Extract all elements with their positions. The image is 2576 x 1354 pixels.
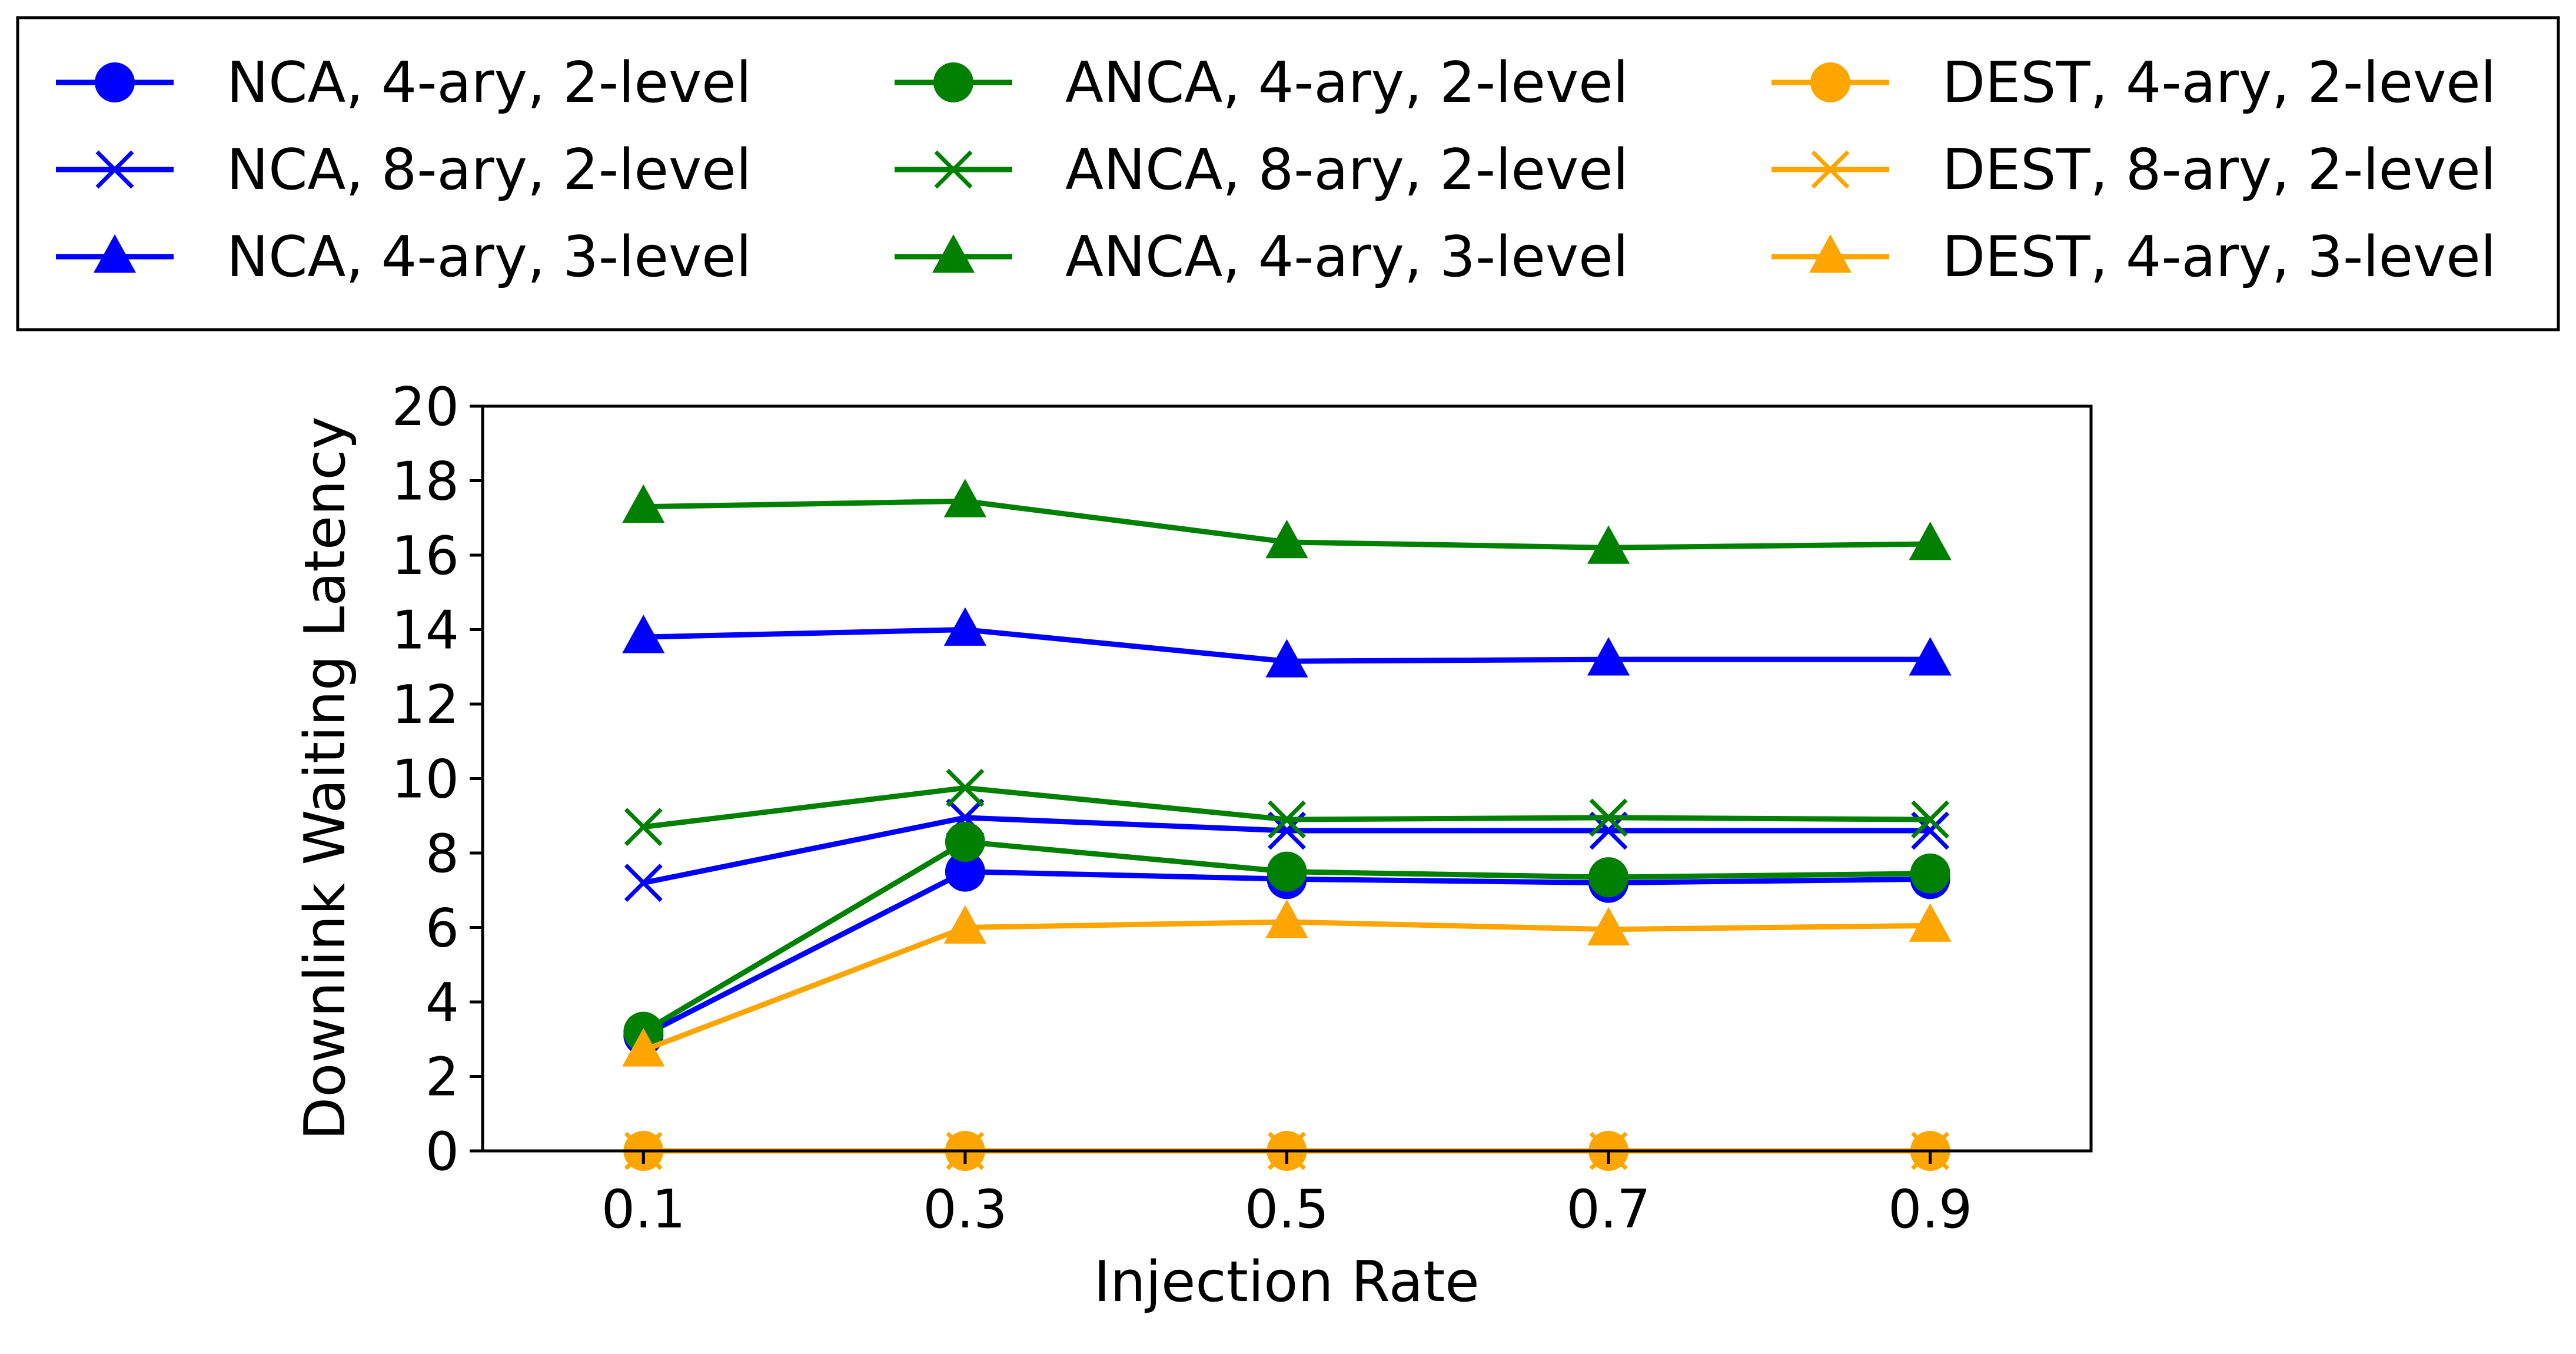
data-point xyxy=(943,905,986,944)
series-layer xyxy=(622,479,1952,1171)
x-tick-label: 0.1 xyxy=(601,1179,686,1240)
y-tick-label: 10 xyxy=(391,749,459,811)
data-point xyxy=(1267,851,1307,892)
legend-marker xyxy=(934,150,973,189)
legend-marker xyxy=(1809,234,1852,273)
series-5 xyxy=(624,768,1950,847)
legend-item: ANCA, 4-ary, 3-level xyxy=(895,225,1628,290)
data-point xyxy=(1265,900,1308,938)
data-point xyxy=(943,479,986,517)
data-point xyxy=(1587,637,1630,676)
y-tick-label: 16 xyxy=(391,525,459,587)
legend-item: ANCA, 4-ary, 2-level xyxy=(895,51,1628,115)
data-point xyxy=(1911,800,1950,839)
plot-frame xyxy=(481,404,2093,1153)
y-axis-label: Downlink Waiting Latency xyxy=(293,416,358,1140)
legend-marker xyxy=(932,234,975,273)
series-4 xyxy=(623,822,1950,1052)
y-tick-label: 18 xyxy=(391,451,459,513)
y-tick-label: 2 xyxy=(426,1047,459,1109)
legend-label: NCA, 4-ary, 3-level xyxy=(227,225,752,290)
data-point xyxy=(624,808,663,847)
legend: NCA, 4-ary, 2-level NCA, 8-ary, 2-level NC… xyxy=(16,16,2560,331)
x-tick-label: 0.5 xyxy=(1245,1179,1329,1240)
plot-area xyxy=(483,406,2091,1151)
y-tick-label: 0 xyxy=(426,1121,459,1183)
legend-marker xyxy=(1811,150,1850,189)
data-point xyxy=(1265,519,1308,559)
legend-label: NCA, 8-ary, 2-level xyxy=(227,138,752,203)
data-point xyxy=(622,484,665,523)
data-point xyxy=(1589,798,1628,837)
legend-marker xyxy=(95,62,135,102)
legend-frame xyxy=(16,16,2560,331)
legend-label: DEST, 4-ary, 3-level xyxy=(1942,225,2496,290)
legend-item: DEST, 4-ary, 2-level xyxy=(1771,51,2496,115)
legend-item: ANCA, 8-ary, 2-level xyxy=(895,138,1628,203)
data-point xyxy=(1588,857,1629,898)
legend-marker xyxy=(1810,62,1850,102)
legend-label: ANCA, 8-ary, 2-level xyxy=(1065,138,1628,203)
data-point xyxy=(1910,853,1950,894)
x-axis-label: Injection Rate xyxy=(1093,1250,1479,1315)
legend-item: DEST, 4-ary, 3-level xyxy=(1771,225,2496,290)
data-point xyxy=(624,864,663,902)
y-tick-label: 4 xyxy=(426,972,459,1034)
data-point xyxy=(1909,522,1952,560)
x-tick-label: 0.9 xyxy=(1888,1179,1972,1240)
x-tick-label: 0.3 xyxy=(923,1179,1007,1240)
legend-label: DEST, 4-ary, 2-level xyxy=(1942,51,2496,115)
data-point xyxy=(1909,903,1952,942)
ticks-layer: 0 2 4 6 8 10 12 14 16 18 20 0.1 0.3 0.5 0.7 0.9 xyxy=(391,376,1972,1240)
y-tick-label: 12 xyxy=(391,674,459,736)
legend-label: DEST, 8-ary, 2-level xyxy=(1942,138,2496,203)
data-point xyxy=(946,768,985,807)
data-point xyxy=(1265,639,1308,678)
data-point xyxy=(1909,637,1952,676)
data-point xyxy=(622,1028,665,1067)
data-point xyxy=(1268,800,1306,839)
legend-label: NCA, 4-ary, 2-level xyxy=(227,51,752,115)
data-point xyxy=(943,607,986,646)
y-tick-label: 8 xyxy=(426,823,459,885)
series-9 xyxy=(622,900,1952,1067)
y-tick-label: 6 xyxy=(426,898,459,960)
legend-label: ANCA, 4-ary, 2-level xyxy=(1065,51,1628,115)
legend-item: NCA, 4-ary, 3-level xyxy=(56,225,752,290)
legend-label: ANCA, 4-ary, 3-level xyxy=(1065,225,1628,290)
legend-marker xyxy=(95,150,134,189)
y-tick-label: 14 xyxy=(391,600,459,662)
data-point xyxy=(945,822,985,862)
x-tick-label: 0.7 xyxy=(1567,1179,1651,1240)
legend-marker xyxy=(933,62,973,102)
data-point xyxy=(622,615,665,653)
legend-item: DEST, 8-ary, 2-level xyxy=(1771,138,2496,203)
series-6 xyxy=(622,479,1952,564)
legend-marker xyxy=(93,234,137,273)
data-point xyxy=(1587,525,1630,564)
legend-item: NCA, 8-ary, 2-level xyxy=(56,138,752,203)
data-point xyxy=(945,851,985,892)
data-point xyxy=(1587,907,1630,946)
y-tick-label: 20 xyxy=(391,376,459,438)
series-3 xyxy=(622,607,1952,678)
legend-item: NCA, 4-ary, 2-level xyxy=(56,51,752,115)
